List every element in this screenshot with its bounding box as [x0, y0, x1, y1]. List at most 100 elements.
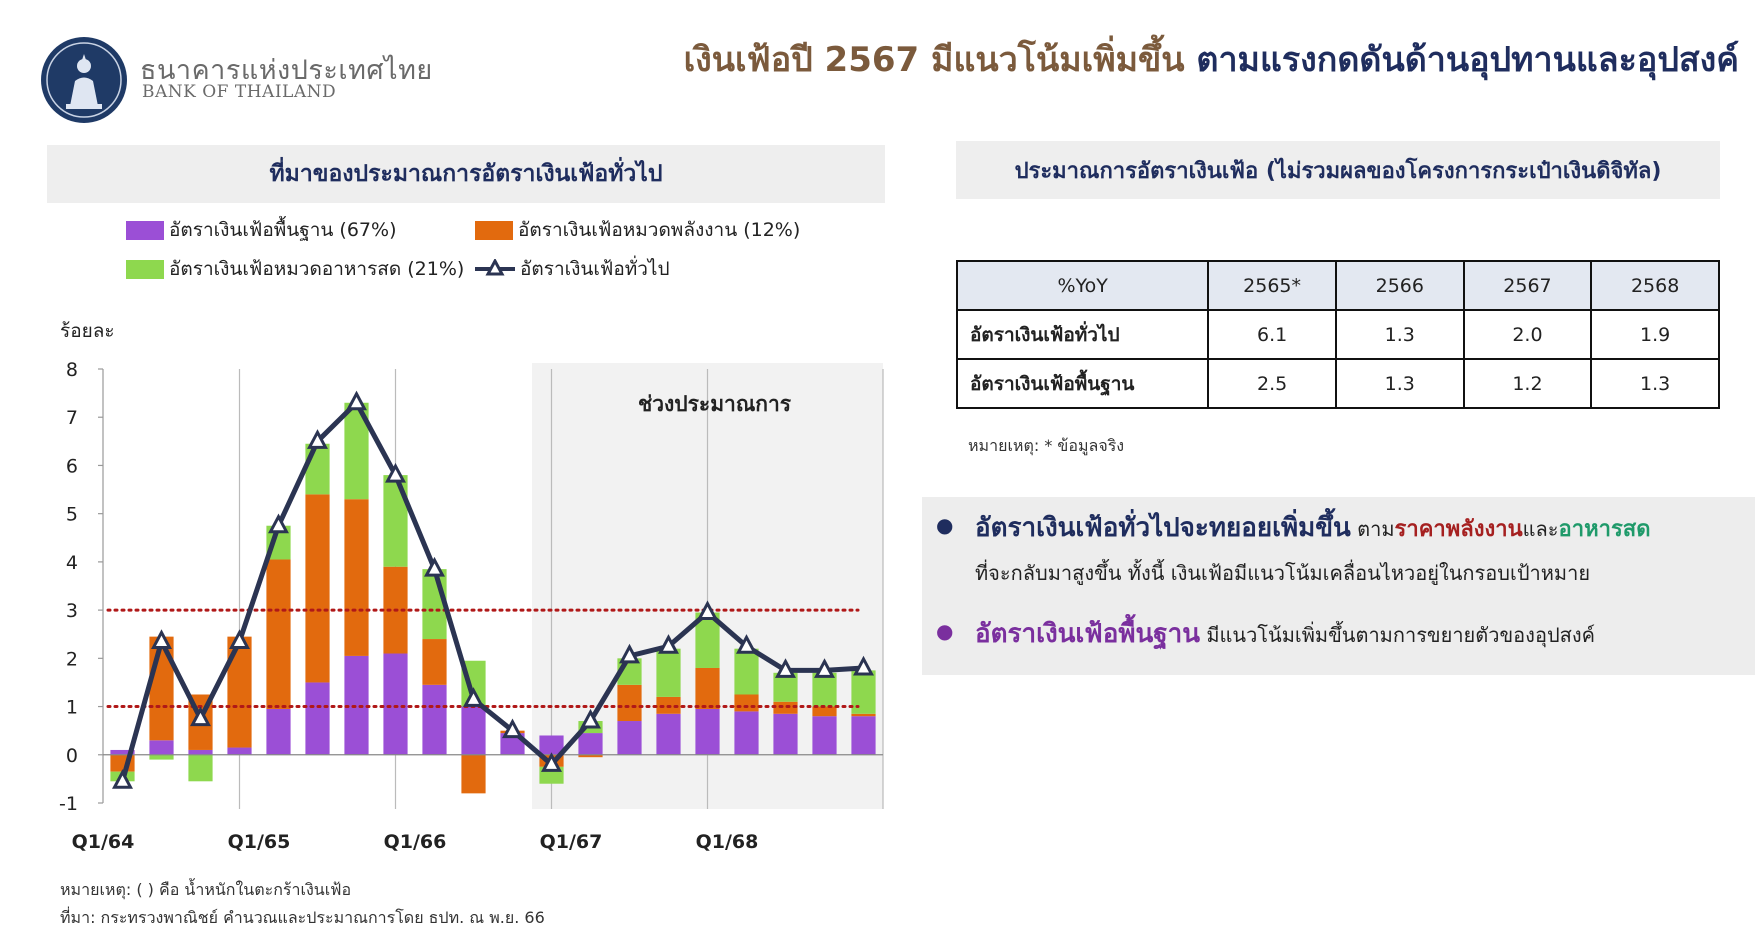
- legend-item-energy: อัตราเงินเฟ้อหมวดพลังงาน (12%): [475, 215, 800, 245]
- headline-inflation-point: [151, 629, 172, 649]
- bar-segment-series-0: [617, 721, 642, 755]
- y-tick-label: 7: [66, 407, 78, 429]
- page-title-part2: ตามแรงกดดันด้านอุปทานและอุปสงค์: [1196, 40, 1739, 80]
- bar-segment-series-0: [227, 747, 252, 755]
- bank-of-thailand-seal-logo: [41, 37, 127, 123]
- headline-inflation-point: [736, 634, 757, 654]
- bar-segment-series-2: [539, 766, 564, 784]
- bar-segment-series-2: [266, 525, 291, 560]
- bar-segment-series-0: [188, 749, 213, 755]
- chart-note: หมายเหตุ: ( ) คือ น้ำหนักในตะกร้าเงินเฟ้…: [60, 880, 352, 899]
- x-tick-label: Q1/65: [228, 831, 291, 853]
- x-tick-label: Q1/68: [696, 831, 759, 853]
- table-row-label: อัตราเงินเฟ้อพื้นฐาน: [955, 358, 1210, 409]
- bar-segment-series-0: [149, 740, 174, 755]
- headline-inflation-point: [697, 600, 718, 621]
- bar-segment-series-0: [812, 716, 837, 755]
- table-panel-title: ประมาณการอัตราเงินเฟ้อ (ไม่รวมผลของโครงก…: [956, 141, 1720, 199]
- bar-segment-series-0: [422, 684, 447, 755]
- bullet-1-line-2: ที่จะกลับมาสูงขึ้น ทั้งนี้ เงินเฟ้อมีแนว…: [975, 561, 1591, 585]
- x-tick-label: Q1/66: [384, 831, 447, 853]
- table-cell: 1.2: [1462, 358, 1593, 409]
- bar-segment-series-1: [617, 684, 642, 722]
- table-header-cell: 2568: [1590, 260, 1720, 311]
- bar-segment-series-2: [188, 754, 213, 782]
- table-cell: 1.9: [1590, 309, 1720, 360]
- headline-inflation-point: [112, 769, 133, 789]
- bar-segment-series-0: [851, 716, 876, 755]
- bar-segment-series-1: [656, 696, 681, 714]
- headline-inflation-point: [424, 556, 445, 577]
- legend-swatch-energy: [475, 220, 513, 240]
- bar-segment-series-0: [110, 749, 135, 755]
- bullet-1-line-1: อัตราเงินเฟ้อทั่วไปจะทยอยเพิ่มขึ้น ตามรา…: [975, 507, 1651, 548]
- bar-segment-series-0: [695, 708, 720, 755]
- headline-inflation-point: [268, 513, 289, 534]
- bar-segment-series-1: [812, 706, 837, 717]
- headline-inflation-point: [853, 655, 874, 676]
- brand-name-thai: ธนาคารแห่งประเทศไทย: [140, 55, 433, 86]
- table-header-row: %YoY 2565* 2566 2567 2568: [955, 260, 1720, 311]
- headline-inflation-point: [619, 643, 640, 664]
- legend-swatch-food: [126, 259, 164, 279]
- table-row-label: อัตราเงินเฟ้อทั่วไป: [955, 309, 1210, 360]
- bar-segment-series-1: [578, 754, 603, 758]
- bar-segment-series-1: [695, 667, 720, 709]
- y-tick-label: 3: [66, 600, 78, 622]
- key-points-box: ● อัตราเงินเฟ้อทั่วไปจะทยอยเพิ่มขึ้น ตาม…: [922, 497, 1755, 675]
- bullet-1-text-a: ตาม: [1357, 517, 1395, 541]
- bar-segment-series-1: [773, 701, 798, 714]
- bar-segment-series-0: [383, 653, 408, 755]
- bar-segment-series-1: [149, 636, 174, 741]
- headline-inflation-point: [541, 752, 562, 772]
- headline-inflation-point: [658, 634, 679, 654]
- bar-segment-series-1: [851, 713, 876, 717]
- bullet-1-food: อาหารสด: [1558, 517, 1651, 542]
- bar-segment-series-2: [617, 658, 642, 685]
- bar-segment-series-1: [305, 494, 330, 683]
- bar-segment-series-2: [110, 771, 135, 782]
- headline-inflation-point: [502, 718, 523, 739]
- headline-inflation-point: [229, 629, 250, 649]
- chart-source: ที่มา: กระทรวงพาณิชย์ คำนวณและประมาณการโ…: [60, 908, 545, 927]
- bar-segment-series-0: [500, 733, 525, 755]
- bullet-dot: ●: [936, 619, 954, 643]
- bar-segment-series-2: [383, 475, 408, 567]
- bar-segment-series-2: [578, 721, 603, 734]
- headline-inflation-point: [307, 429, 328, 449]
- table-header-cell: 2567: [1462, 260, 1593, 311]
- headline-inflation-point: [190, 706, 211, 727]
- headline-inflation-point: [775, 658, 796, 678]
- y-tick-label: 4: [66, 552, 78, 574]
- bar-segment-series-0: [266, 708, 291, 755]
- bullet-2-text: มีแนวโน้มเพิ่มขึ้นตามการขยายตัวของอุปสงค…: [1206, 623, 1595, 647]
- bullet-1-text-and: และ: [1522, 517, 1559, 541]
- headline-inflation-point: [346, 390, 367, 411]
- bar-segment-series-1: [266, 559, 291, 709]
- bar-segment-series-2: [773, 672, 798, 702]
- bar-segment-series-2: [149, 754, 174, 760]
- legend-label-food: อัตราเงินเฟ้อหมวดอาหารสด (21%): [169, 258, 465, 280]
- bullet-2-strong: อัตราเงินเฟ้อพื้นฐาน: [975, 619, 1200, 649]
- y-tick-label: 8: [66, 359, 78, 381]
- brand-name-english: BANK OF THAILAND: [142, 82, 337, 102]
- bar-segment-series-0: [305, 682, 330, 755]
- legend-label-energy: อัตราเงินเฟ้อหมวดพลังงาน (12%): [518, 219, 801, 241]
- table-header-cell: 2565*: [1207, 260, 1337, 311]
- bar-segment-series-2: [344, 402, 369, 500]
- bar-segment-series-2: [851, 670, 876, 714]
- bar-segment-series-1: [539, 754, 564, 767]
- bar-segment-series-2: [734, 648, 759, 695]
- bar-segment-series-1: [500, 730, 525, 734]
- bar-segment-series-0: [578, 733, 603, 755]
- table-row: อัตราเงินเฟ้อพื้นฐาน 2.5 1.3 1.2 1.3: [955, 358, 1720, 409]
- bullet-2: อัตราเงินเฟ้อพื้นฐาน มีแนวโน้มเพิ่มขึ้นต…: [975, 613, 1595, 654]
- legend-line-headline: [475, 259, 515, 276]
- table-cell: 1.3: [1590, 358, 1720, 409]
- x-tick-label: Q1/64: [72, 831, 135, 853]
- bar-segment-series-0: [344, 655, 369, 755]
- bar-segment-series-1: [110, 754, 135, 772]
- bar-segment-series-1: [188, 694, 213, 750]
- bar-segment-series-1: [734, 694, 759, 712]
- bar-segment-series-2: [305, 443, 330, 495]
